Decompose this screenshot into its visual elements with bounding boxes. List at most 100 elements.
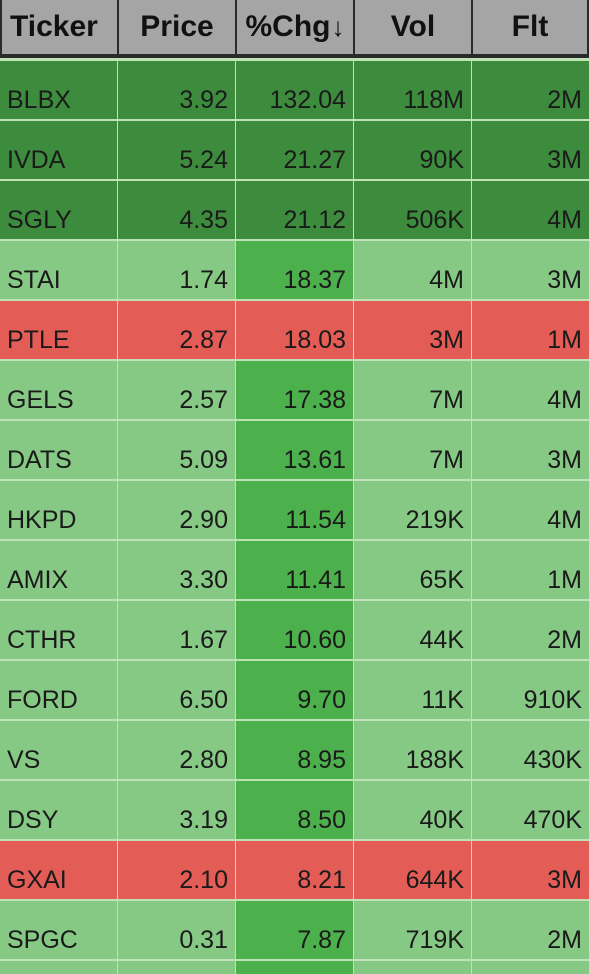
cell-chg: 11.54 bbox=[236, 481, 353, 539]
table-row[interactable]: BLBX 3.92 132.04 118M 2M bbox=[0, 61, 589, 121]
table-row[interactable]: STAI 1.74 18.37 4M 3M bbox=[0, 241, 589, 301]
cell-vol: 11K bbox=[354, 661, 471, 719]
table-row[interactable]: AMIX 3.30 11.41 65K 1M bbox=[0, 541, 589, 601]
cell-flt: 2M bbox=[472, 901, 589, 959]
table-row[interactable]: DSY 3.19 8.50 40K 470K bbox=[0, 781, 589, 841]
sort-descending-icon: ↓ bbox=[331, 11, 345, 42]
cell-flt: 470K bbox=[472, 781, 589, 839]
cell-price: 1.67 bbox=[118, 601, 235, 659]
cell-chg: 18.37 bbox=[236, 241, 353, 299]
cell-chg: 11.41 bbox=[236, 541, 353, 599]
cell-price: 2.10 bbox=[118, 841, 235, 899]
cell-flt: 4M bbox=[472, 361, 589, 419]
cell-flt: 4M bbox=[472, 481, 589, 539]
cell-chg: 8.50 bbox=[236, 781, 353, 839]
cell-price: 2.57 bbox=[118, 361, 235, 419]
cell-chg: 17.38 bbox=[236, 361, 353, 419]
cell-price: 2.80 bbox=[118, 721, 235, 779]
table-row[interactable]: VS 2.80 8.95 188K 430K bbox=[0, 721, 589, 781]
cell-ticker: CTHR bbox=[0, 601, 117, 659]
cell-vol: 44K bbox=[354, 601, 471, 659]
cell-flt: 430K bbox=[472, 721, 589, 779]
cell-ticker: PTLE bbox=[0, 301, 117, 359]
column-header-label: %Chg bbox=[245, 10, 331, 43]
cell-ticker: IVDA bbox=[0, 121, 117, 179]
cell-partial bbox=[0, 961, 117, 974]
cell-chg: 132.04 bbox=[236, 61, 353, 119]
cell-flt: 2M bbox=[472, 61, 589, 119]
cell-ticker: STAI bbox=[0, 241, 117, 299]
cell-flt: 3M bbox=[472, 421, 589, 479]
cell-vol: 90K bbox=[354, 121, 471, 179]
cell-chg: 8.95 bbox=[236, 721, 353, 779]
table-row[interactable]: SGLY 4.35 21.12 506K 4M bbox=[0, 181, 589, 241]
cell-vol: 40K bbox=[354, 781, 471, 839]
cell-vol: 506K bbox=[354, 181, 471, 239]
column-header-label: Ticker bbox=[10, 10, 98, 43]
cell-flt: 3M bbox=[472, 241, 589, 299]
cell-flt: 2M bbox=[472, 601, 589, 659]
cell-ticker: FORD bbox=[0, 661, 117, 719]
cell-vol: 4M bbox=[354, 241, 471, 299]
table-row[interactable]: GELS 2.57 17.38 7M 4M bbox=[0, 361, 589, 421]
column-header-chg[interactable]: %Chg ↓ bbox=[235, 0, 355, 56]
cell-price: 3.92 bbox=[118, 61, 235, 119]
cell-ticker: VS bbox=[0, 721, 117, 779]
cell-price: 3.30 bbox=[118, 541, 235, 599]
cell-price: 2.87 bbox=[118, 301, 235, 359]
cell-flt: 3M bbox=[472, 121, 589, 179]
table-row[interactable]: IVDA 5.24 21.27 90K 3M bbox=[0, 121, 589, 181]
table-row-partial bbox=[0, 961, 589, 974]
cell-ticker: SGLY bbox=[0, 181, 117, 239]
cell-ticker: BLBX bbox=[0, 61, 117, 119]
cell-price: 0.31 bbox=[118, 901, 235, 959]
table-row[interactable]: CTHR 1.67 10.60 44K 2M bbox=[0, 601, 589, 661]
cell-partial bbox=[118, 961, 235, 974]
cell-flt: 4M bbox=[472, 181, 589, 239]
cell-price: 3.19 bbox=[118, 781, 235, 839]
column-header-ticker[interactable]: Ticker bbox=[0, 0, 119, 56]
cell-chg: 10.60 bbox=[236, 601, 353, 659]
cell-partial bbox=[236, 961, 353, 974]
column-header-label: Flt bbox=[511, 10, 549, 43]
table-row[interactable]: PTLE 2.87 18.03 3M 1M bbox=[0, 301, 589, 361]
cell-partial bbox=[354, 961, 471, 974]
cell-chg: 18.03 bbox=[236, 301, 353, 359]
cell-vol: 719K bbox=[354, 901, 471, 959]
cell-chg: 7.87 bbox=[236, 901, 353, 959]
cell-price: 6.50 bbox=[118, 661, 235, 719]
cell-vol: 644K bbox=[354, 841, 471, 899]
cell-ticker: SPGC bbox=[0, 901, 117, 959]
cell-price: 4.35 bbox=[118, 181, 235, 239]
cell-flt: 1M bbox=[472, 541, 589, 599]
column-header-flt[interactable]: Flt bbox=[471, 0, 589, 56]
cell-ticker: GXAI bbox=[0, 841, 117, 899]
cell-price: 2.90 bbox=[118, 481, 235, 539]
cell-vol: 188K bbox=[354, 721, 471, 779]
cell-price: 5.24 bbox=[118, 121, 235, 179]
table-row[interactable]: SPGC 0.31 7.87 719K 2M bbox=[0, 901, 589, 961]
cell-ticker: DSY bbox=[0, 781, 117, 839]
column-header-vol[interactable]: Vol bbox=[353, 0, 473, 56]
cell-chg: 21.12 bbox=[236, 181, 353, 239]
cell-price: 1.74 bbox=[118, 241, 235, 299]
cell-partial bbox=[472, 961, 589, 974]
cell-vol: 3M bbox=[354, 301, 471, 359]
cell-vol: 7M bbox=[354, 361, 471, 419]
column-header-price[interactable]: Price bbox=[117, 0, 237, 56]
cell-chg: 21.27 bbox=[236, 121, 353, 179]
column-header-label: Price bbox=[140, 10, 214, 43]
table-row[interactable]: DATS 5.09 13.61 7M 3M bbox=[0, 421, 589, 481]
header-divider bbox=[0, 58, 589, 62]
table-row[interactable]: HKPD 2.90 11.54 219K 4M bbox=[0, 481, 589, 541]
table-row[interactable]: GXAI 2.10 8.21 644K 3M bbox=[0, 841, 589, 901]
table-row[interactable]: FORD 6.50 9.70 11K 910K bbox=[0, 661, 589, 721]
column-header-label: Vol bbox=[390, 10, 436, 43]
table-header: Ticker Price %Chg ↓ Vol Flt bbox=[0, 0, 589, 58]
cell-ticker: HKPD bbox=[0, 481, 117, 539]
cell-flt: 910K bbox=[472, 661, 589, 719]
cell-vol: 118M bbox=[354, 61, 471, 119]
cell-price: 5.09 bbox=[118, 421, 235, 479]
cell-chg: 8.21 bbox=[236, 841, 353, 899]
